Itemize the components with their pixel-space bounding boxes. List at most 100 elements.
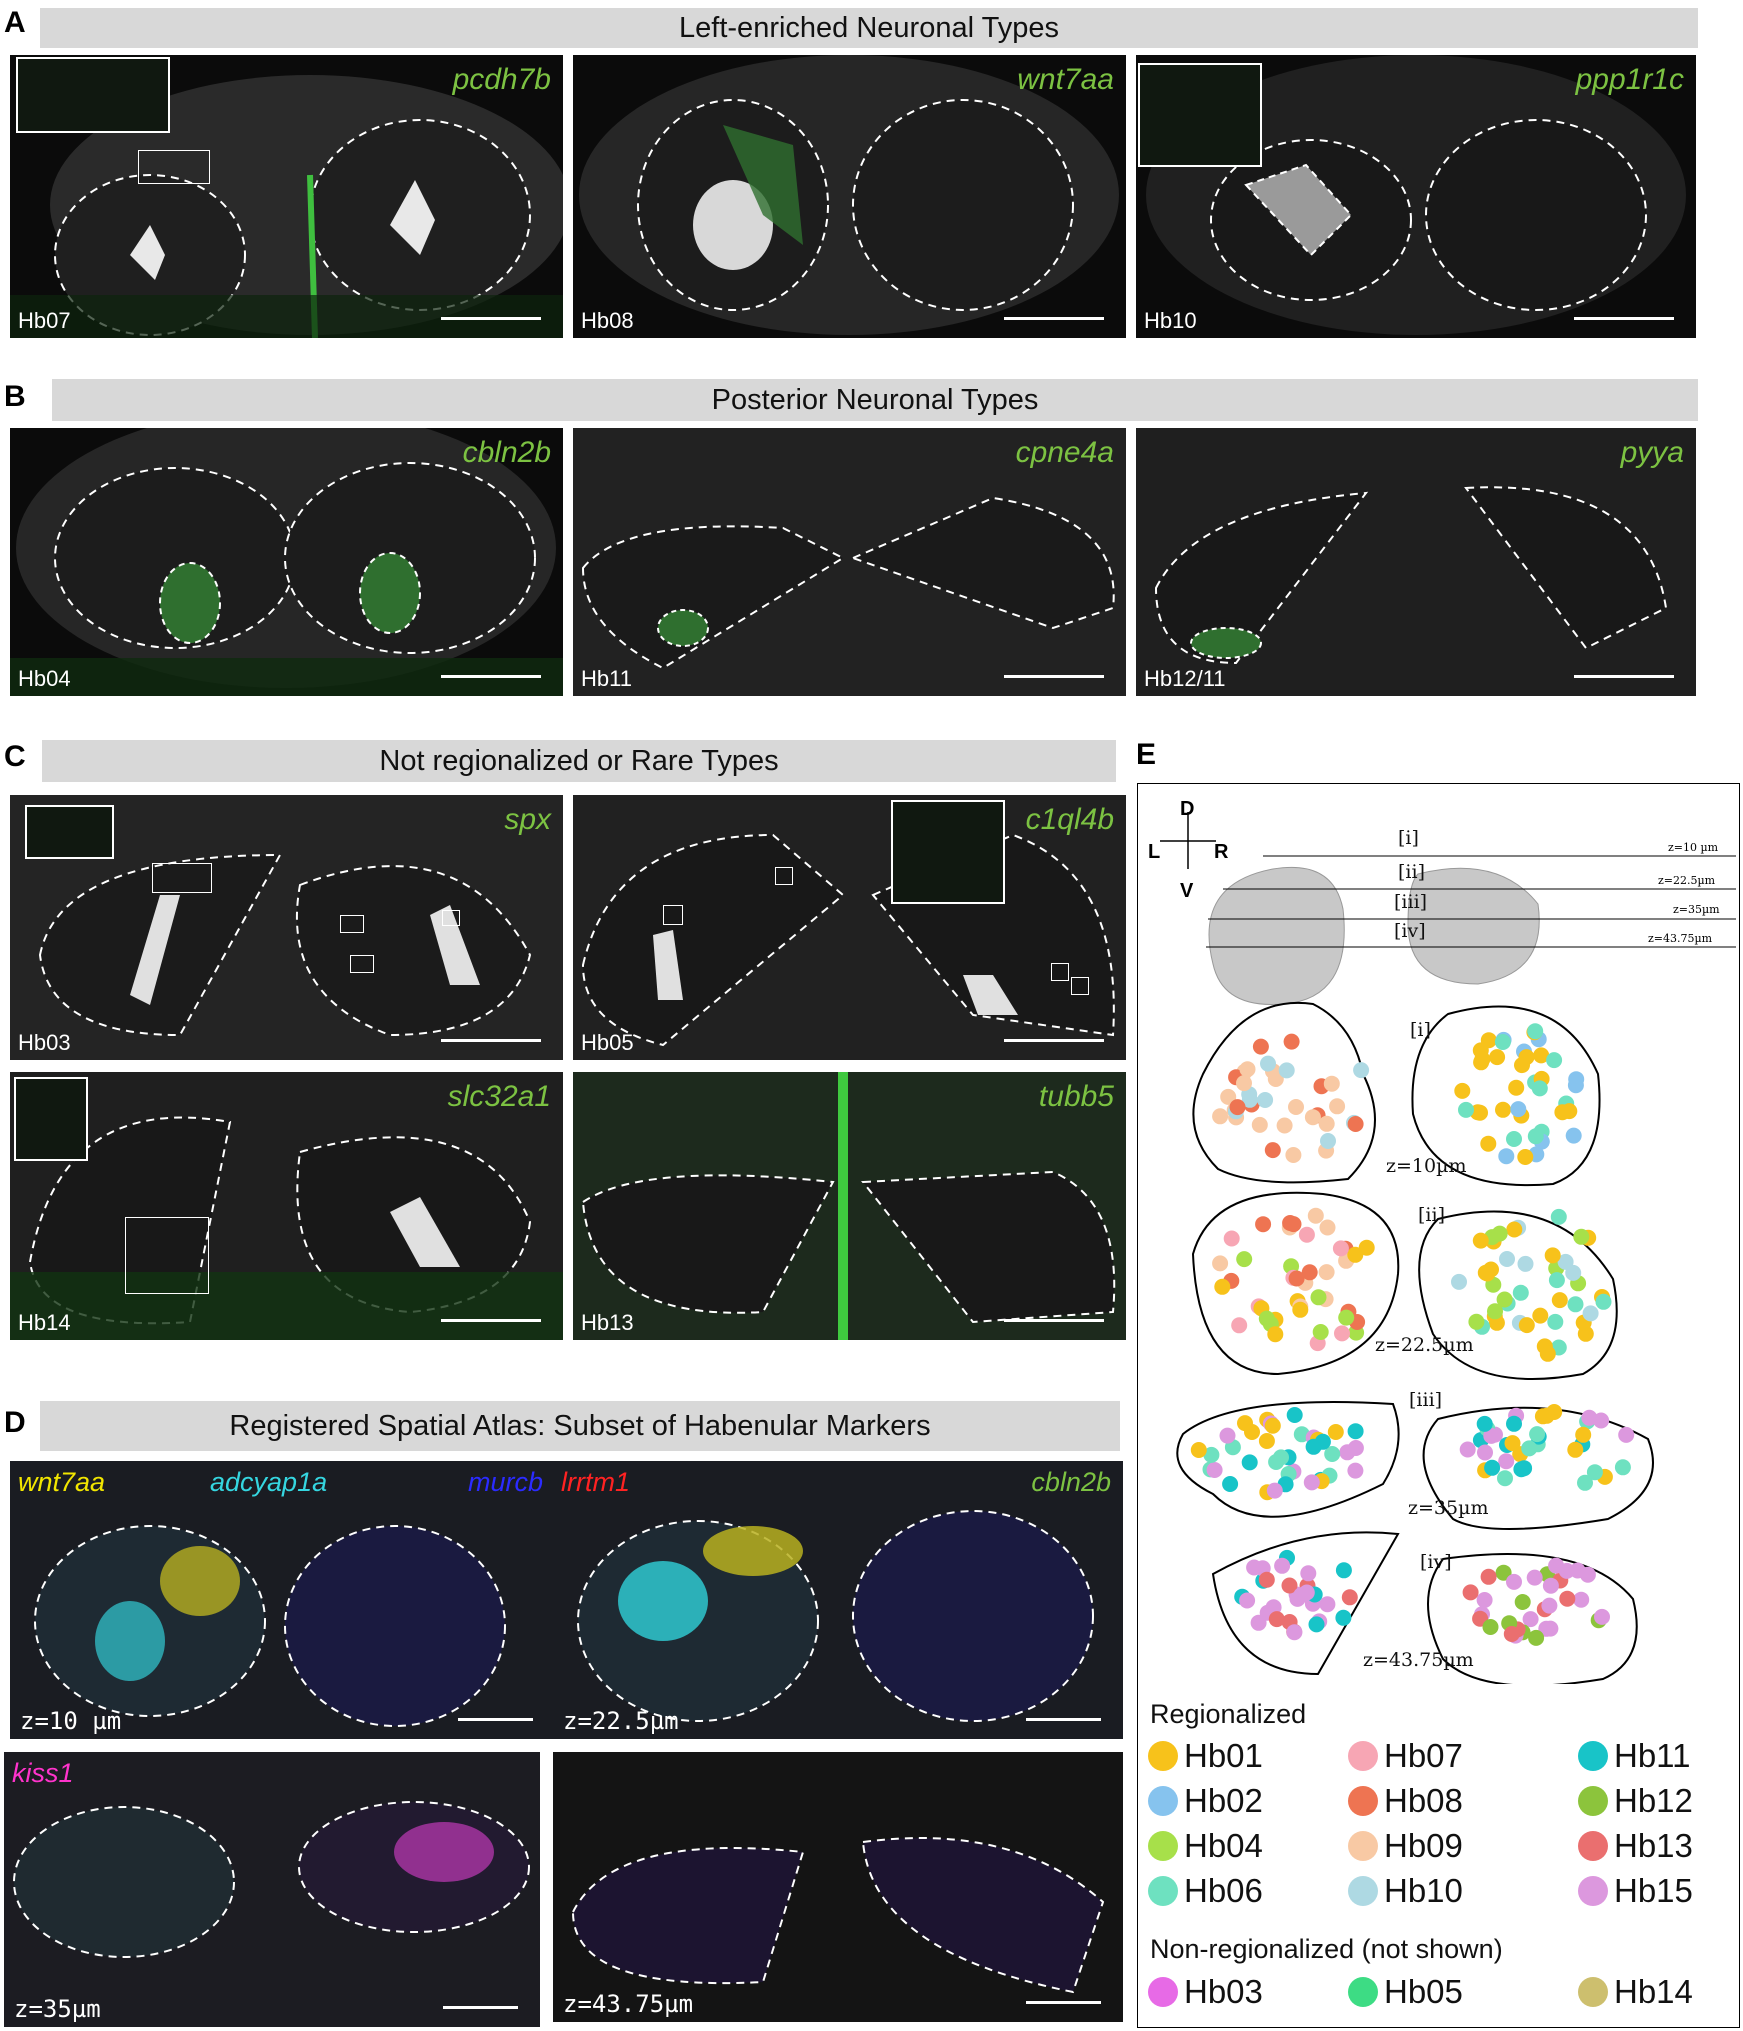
cluster-label-hb13: Hb13: [581, 1310, 634, 1335]
cell-dot: [1521, 1440, 1538, 1457]
scale-bar: [1026, 2001, 1101, 2004]
cell-dot: [1573, 1591, 1590, 1608]
cell-dot: [1314, 1433, 1331, 1450]
cell-dot: [1319, 1219, 1336, 1236]
cell-dot: [1266, 1482, 1283, 1499]
cell-dot: [1288, 1099, 1304, 1115]
cell-dot: [1319, 1596, 1336, 1613]
cell-dot: [1477, 1444, 1493, 1461]
cell-dot: [1353, 1062, 1370, 1079]
legend-swatch: [1148, 1977, 1178, 2007]
micrograph-drawing: [10, 1461, 555, 1739]
cell-dot: [1506, 1415, 1522, 1432]
legend-swatch: [1578, 1977, 1608, 2007]
cell-dot: [1567, 1441, 1584, 1458]
legend-label: Hb04: [1184, 1827, 1263, 1864]
region-box: [442, 910, 460, 926]
z-value-i: z=10 µm: [1668, 841, 1719, 854]
cell-dot: [1567, 1077, 1584, 1094]
z-value-ii: z=22.5µm: [1658, 874, 1716, 887]
cell-dot: [1496, 1291, 1513, 1308]
cell-dot: [1503, 1626, 1520, 1642]
legend-label: Hb13: [1614, 1827, 1693, 1864]
cell-dot: [1531, 1080, 1548, 1097]
scale-bar: [1004, 675, 1104, 678]
micrograph-tubb5: tubb5 Hb13: [573, 1072, 1126, 1340]
gene-label-spx: spx: [504, 803, 551, 836]
cluster-label-hb03: Hb03: [18, 1030, 71, 1055]
micrograph-drawing: [573, 428, 1126, 696]
gene-label-murcb: murcb: [467, 1467, 543, 1497]
legend-label: Hb05: [1384, 1973, 1463, 2010]
gene-label-lrrtm1: lrrtm1: [561, 1467, 630, 1497]
legend-swatch: [1578, 1876, 1608, 1906]
legend-swatch: [1148, 1876, 1178, 1906]
cell-dot: [1462, 1584, 1479, 1601]
cell-dot: [1550, 1208, 1567, 1225]
cell-dot: [1498, 1453, 1515, 1470]
panel-d-title: Registered Spatial Atlas: Subset of Habe…: [40, 1401, 1120, 1451]
cell-dot: [1206, 1462, 1223, 1478]
legend-label: Hb02: [1184, 1782, 1263, 1819]
zoom-inset: [25, 805, 114, 859]
legend-label: Hb14: [1614, 1973, 1693, 2010]
atlas-z43: z=43.75µm: [553, 1752, 1123, 2022]
cell-dot: [1347, 1116, 1364, 1132]
cell-dot: [1223, 1230, 1240, 1247]
cell-dot: [1286, 1407, 1303, 1423]
micrograph-wnt7aa: wnt7aa Hb08: [573, 55, 1126, 338]
map-section-iii-label: [iii]: [1409, 1389, 1443, 1411]
micrograph-drawing: [573, 1072, 1126, 1340]
cell-dot: [1255, 1216, 1272, 1233]
cell-dot: [1239, 1061, 1256, 1078]
cell-dot: [1347, 1423, 1364, 1440]
legend-label: Hb15: [1614, 1872, 1693, 1909]
cell-dot: [1347, 1462, 1364, 1479]
cluster-label-hb14: Hb14: [18, 1310, 71, 1335]
legend-regionalized-title: Regionalized: [1150, 1699, 1307, 1729]
panel-c-title: Not regionalized or Rare Types: [42, 740, 1116, 782]
legend-item-hb08: Hb08: [1348, 1782, 1463, 1820]
cell-dot: [1258, 1571, 1275, 1588]
axis-right: R: [1214, 841, 1229, 863]
micrograph-drawing: [1146, 55, 1686, 335]
cell-dot: [1539, 1345, 1556, 1362]
legend-item-hb03: Hb03: [1148, 1973, 1263, 2011]
cluster-label-hb11: Hb11: [581, 666, 632, 691]
axis-left: L: [1148, 841, 1161, 863]
cell-dot: [1558, 1562, 1575, 1579]
cell-dot: [1586, 1464, 1603, 1481]
legend-nonregionalized-title: Non-regionalized (not shown): [1150, 1934, 1503, 1964]
cell-dot: [1264, 1142, 1281, 1159]
scale-bar: [441, 317, 541, 320]
legend-swatch: [1348, 1831, 1378, 1861]
cell-dot: [1614, 1459, 1631, 1476]
cell-dot: [1544, 1247, 1561, 1264]
micrograph-drawing: [10, 795, 563, 1060]
micrograph-cpne4a: cpne4a Hb11: [573, 428, 1126, 696]
map-z-i: z=10µm: [1386, 1155, 1467, 1177]
cell-dot: [1533, 1047, 1550, 1064]
cell-dot: [1498, 1148, 1515, 1165]
cell-dot: [1532, 1307, 1549, 1324]
cell-dot: [1506, 1573, 1522, 1590]
scale-bar: [1004, 1319, 1104, 1322]
map-section-ii-label: [ii]: [1418, 1204, 1445, 1226]
atlas-z35: kiss1 z=35µm: [4, 1752, 540, 2027]
cell-dot: [1231, 1317, 1248, 1334]
map-z-iv: z=43.75µm: [1363, 1649, 1474, 1671]
cell-dot: [1559, 1590, 1576, 1607]
spatial-atlas-schematic: D V L R [i] [ii] [iii] [iv] z=10 µm z=22…: [1137, 783, 1740, 2028]
cell-dot: [1267, 1326, 1284, 1343]
axis-ventral: V: [1180, 880, 1194, 902]
cell-dot: [1483, 1427, 1500, 1444]
cell-dot: [1212, 1108, 1229, 1125]
z-value-iii: z=35µm: [1673, 903, 1720, 916]
map-section-i-label: [i]: [1410, 1019, 1431, 1041]
micrograph-drawing: [10, 75, 563, 338]
cell-dot: [1278, 1062, 1295, 1079]
panel-e-letter: E: [1136, 738, 1157, 771]
cluster-label-hb08: Hb08: [581, 308, 634, 333]
cell-dot: [1318, 1115, 1335, 1132]
scale-bar: [441, 1319, 541, 1322]
